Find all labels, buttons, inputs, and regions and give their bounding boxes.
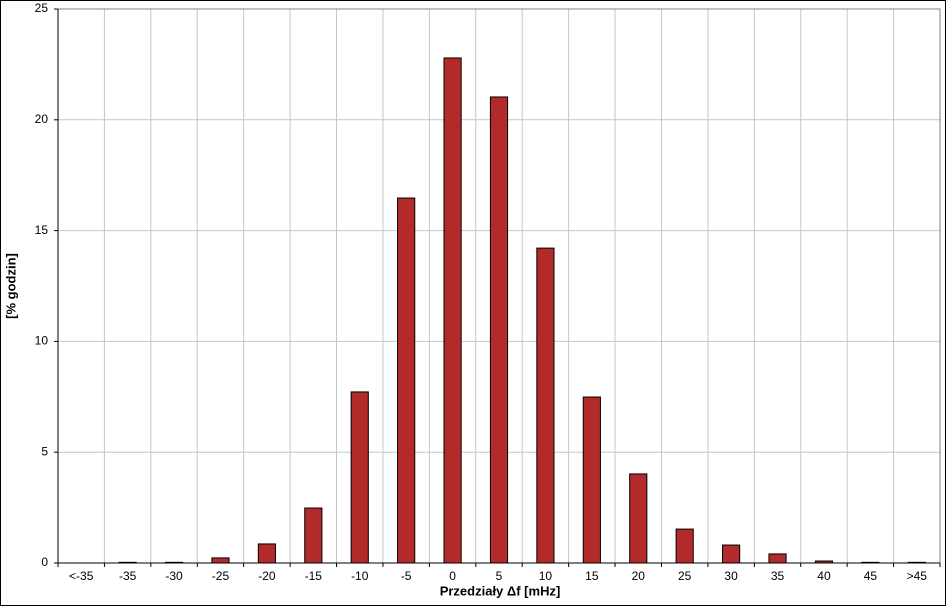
x-tick-label: -20 [258, 569, 276, 583]
y-tick-label: 5 [41, 444, 48, 458]
bar [397, 197, 416, 564]
y-axis-title: [% godzin] [3, 253, 18, 319]
bar [582, 396, 601, 564]
bar [768, 553, 787, 564]
bar [257, 543, 276, 564]
x-tick-label: 30 [724, 569, 738, 583]
y-tick-label: 0 [41, 555, 48, 569]
x-tick-label: >45 [907, 569, 928, 583]
x-tick-label: 35 [771, 569, 785, 583]
x-tick-label: 10 [539, 569, 553, 583]
x-tick-label: 45 [864, 569, 878, 583]
x-tick-label: 25 [678, 569, 692, 583]
x-tick-label: 40 [817, 569, 831, 583]
bar [350, 391, 369, 564]
y-tick-label: 20 [35, 112, 49, 126]
bar [814, 560, 834, 564]
x-tick-label: -15 [305, 569, 323, 583]
y-tick-label: 15 [35, 223, 49, 237]
x-tick-label: -35 [119, 569, 137, 583]
x-tick-label: -5 [401, 569, 412, 583]
bar [443, 57, 462, 564]
x-tick-label: -30 [165, 569, 183, 583]
x-tick-label: 5 [496, 569, 503, 583]
x-tick-label: <-35 [69, 569, 94, 583]
bar [211, 557, 230, 564]
x-axis-title: Przedziały Δf [mHz] [440, 583, 561, 598]
x-tick-label: 0 [449, 569, 456, 583]
y-tick-label: 10 [35, 334, 49, 348]
x-tick-label: -10 [351, 569, 369, 583]
bar [164, 561, 184, 564]
bar [536, 247, 555, 564]
y-tick-label: 25 [35, 1, 49, 15]
x-tick-label: 15 [585, 569, 599, 583]
x-tick-label: -25 [212, 569, 230, 583]
bar [722, 544, 741, 564]
bar [304, 507, 323, 564]
bar [907, 561, 926, 564]
bar [629, 473, 648, 564]
x-tick-label: 20 [632, 569, 646, 583]
bar [675, 528, 694, 564]
bar [118, 561, 137, 564]
bar [861, 561, 880, 564]
bar [489, 96, 509, 564]
